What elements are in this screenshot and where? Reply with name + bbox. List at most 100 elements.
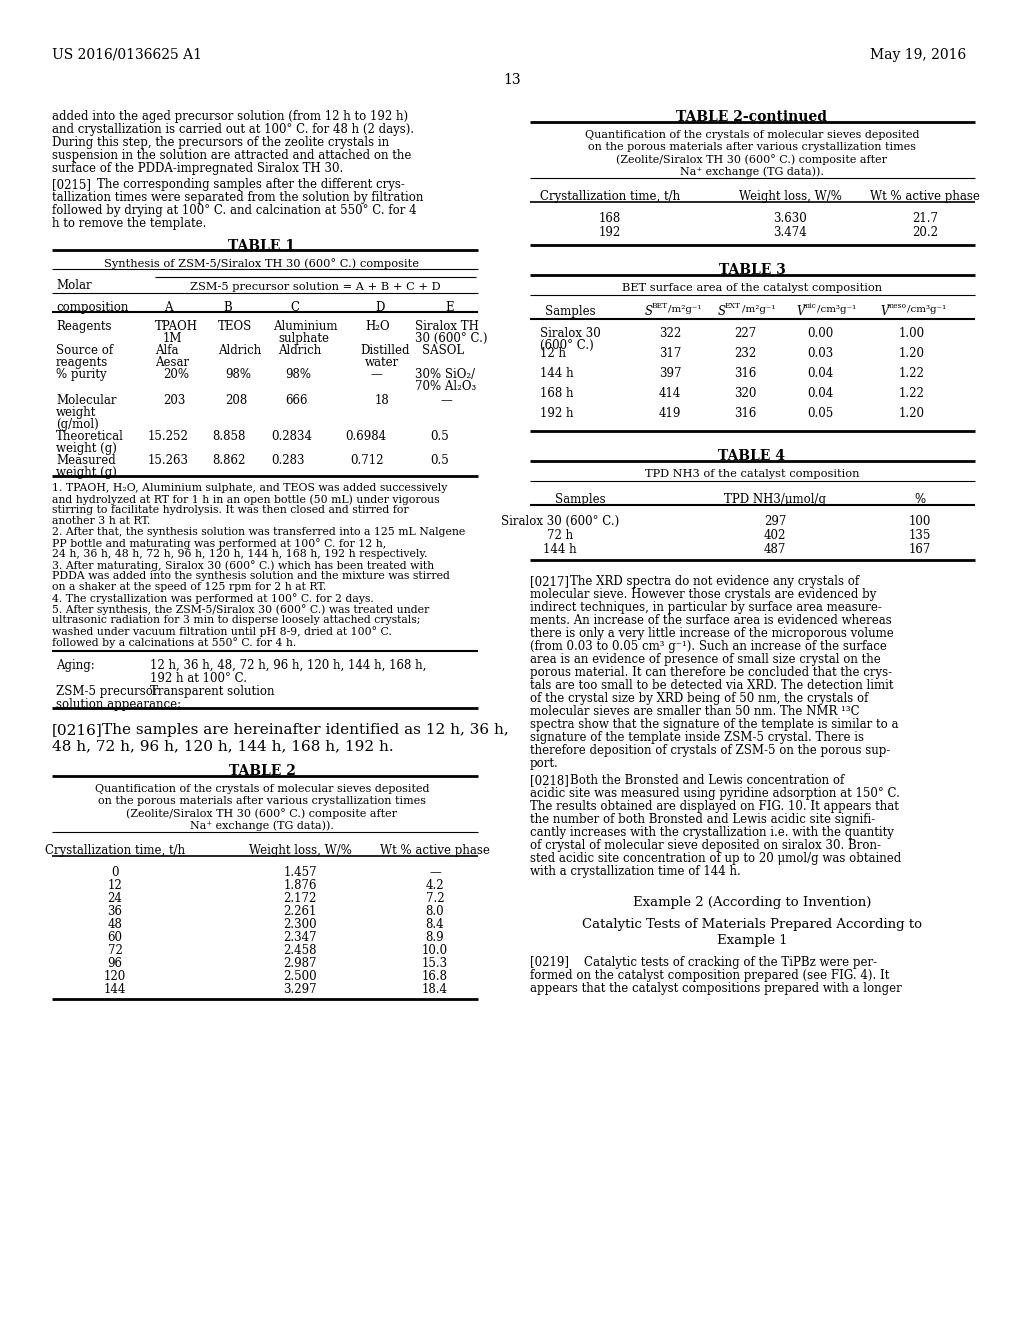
Text: 8.9: 8.9 bbox=[426, 931, 444, 944]
Text: molecular sieve. However those crystals are evidenced by: molecular sieve. However those crystals … bbox=[530, 587, 877, 601]
Text: 320: 320 bbox=[734, 387, 756, 400]
Text: 18: 18 bbox=[375, 393, 390, 407]
Text: Crystallization time, t/h: Crystallization time, t/h bbox=[540, 190, 680, 203]
Text: 0.04: 0.04 bbox=[807, 387, 834, 400]
Text: TPD NH3 of the catalyst composition: TPD NH3 of the catalyst composition bbox=[645, 469, 859, 479]
Text: H₂O: H₂O bbox=[365, 319, 389, 333]
Text: 232: 232 bbox=[734, 347, 756, 360]
Text: 15.252: 15.252 bbox=[148, 430, 188, 444]
Text: Siralox 30: Siralox 30 bbox=[540, 327, 601, 341]
Text: %: % bbox=[914, 492, 926, 506]
Text: 316: 316 bbox=[734, 367, 756, 380]
Text: 5. After synthesis, the ZSM-5/Siralox 30 (600° C.) was treated under: 5. After synthesis, the ZSM-5/Siralox 30… bbox=[52, 605, 429, 615]
Text: 135: 135 bbox=[909, 529, 931, 543]
Text: port.: port. bbox=[530, 756, 559, 770]
Text: 18.4: 18.4 bbox=[422, 983, 449, 997]
Text: TABLE 2-continued: TABLE 2-continued bbox=[677, 110, 827, 124]
Text: 1.20: 1.20 bbox=[899, 347, 925, 360]
Text: —: — bbox=[429, 866, 441, 879]
Text: the number of both Bronsted and Lewis acidic site signifi-: the number of both Bronsted and Lewis ac… bbox=[530, 813, 876, 826]
Text: SASOL: SASOL bbox=[422, 345, 464, 356]
Text: 419: 419 bbox=[658, 407, 681, 420]
Text: 2.172: 2.172 bbox=[284, 892, 316, 906]
Text: 0.04: 0.04 bbox=[807, 367, 834, 380]
Text: Distilled: Distilled bbox=[360, 345, 410, 356]
Text: The corresponding samples after the different crys-: The corresponding samples after the diff… bbox=[97, 178, 404, 191]
Text: and hydrolyzed at RT for 1 h in an open bottle (50 mL) under vigorous: and hydrolyzed at RT for 1 h in an open … bbox=[52, 494, 439, 504]
Text: 0.5: 0.5 bbox=[430, 430, 449, 444]
Text: acidic site was measured using pyridine adsorption at 150° C.: acidic site was measured using pyridine … bbox=[530, 787, 900, 800]
Text: The samples are hereinafter identified as 12 h, 36 h,: The samples are hereinafter identified a… bbox=[102, 723, 509, 737]
Text: Reagents: Reagents bbox=[56, 319, 112, 333]
Text: [0219]    Catalytic tests of cracking of the TiPBz were per-: [0219] Catalytic tests of cracking of th… bbox=[530, 956, 878, 969]
Text: 20%: 20% bbox=[163, 368, 189, 381]
Text: 0.5: 0.5 bbox=[430, 454, 449, 467]
Text: S: S bbox=[718, 305, 726, 318]
Text: 1M: 1M bbox=[163, 333, 182, 345]
Text: Measured: Measured bbox=[56, 454, 116, 467]
Text: Samples: Samples bbox=[555, 492, 605, 506]
Text: 24 h, 36 h, 48 h, 72 h, 96 h, 120 h, 144 h, 168 h, 192 h respectively.: 24 h, 36 h, 48 h, 72 h, 96 h, 120 h, 144… bbox=[52, 549, 427, 558]
Text: PDDA was added into the synthesis solution and the mixture was stirred: PDDA was added into the synthesis soluti… bbox=[52, 572, 450, 581]
Text: 2.500: 2.500 bbox=[284, 970, 316, 983]
Text: TABLE 2: TABLE 2 bbox=[228, 764, 296, 777]
Text: 317: 317 bbox=[658, 347, 681, 360]
Text: Siralox TH: Siralox TH bbox=[415, 319, 479, 333]
Text: 96: 96 bbox=[108, 957, 123, 970]
Text: (from 0.03 to 0.05 cm³ g⁻¹). Such an increase of the surface: (from 0.03 to 0.05 cm³ g⁻¹). Such an inc… bbox=[530, 640, 887, 653]
Text: ultrasonic radiation for 3 min to disperse loosely attached crystals;: ultrasonic radiation for 3 min to disper… bbox=[52, 615, 421, 624]
Text: 24: 24 bbox=[108, 892, 123, 906]
Text: Samples: Samples bbox=[545, 305, 596, 318]
Text: sted acidic site concentration of up to 20 μmol/g was obtained: sted acidic site concentration of up to … bbox=[530, 851, 901, 865]
Text: solution appearance:: solution appearance: bbox=[56, 698, 181, 711]
Text: of the crystal size by XRD being of 50 nm, the crystals of: of the crystal size by XRD being of 50 n… bbox=[530, 692, 868, 705]
Text: 4.2: 4.2 bbox=[426, 879, 444, 892]
Text: Na⁺ exchange (TG data)).: Na⁺ exchange (TG data)). bbox=[680, 166, 824, 177]
Text: 168 h: 168 h bbox=[540, 387, 573, 400]
Text: 397: 397 bbox=[658, 367, 681, 380]
Text: —: — bbox=[370, 368, 382, 381]
Text: 1.876: 1.876 bbox=[284, 879, 316, 892]
Text: Quantification of the crystals of molecular sieves deposited: Quantification of the crystals of molecu… bbox=[95, 784, 429, 795]
Text: 16.8: 16.8 bbox=[422, 970, 449, 983]
Text: Molecular: Molecular bbox=[56, 393, 117, 407]
Text: E: E bbox=[445, 301, 455, 314]
Text: Aldrich: Aldrich bbox=[278, 345, 322, 356]
Text: 1.22: 1.22 bbox=[899, 387, 925, 400]
Text: 8.4: 8.4 bbox=[426, 917, 444, 931]
Text: A: A bbox=[164, 301, 172, 314]
Text: (Zeolite/Siralox TH 30 (600° C.) composite after: (Zeolite/Siralox TH 30 (600° C.) composi… bbox=[127, 808, 397, 818]
Text: TPD NH3/μmol/g: TPD NH3/μmol/g bbox=[724, 492, 826, 506]
Text: 72: 72 bbox=[108, 944, 123, 957]
Text: US 2016/0136625 A1: US 2016/0136625 A1 bbox=[52, 48, 202, 62]
Text: /m²g⁻¹: /m²g⁻¹ bbox=[742, 305, 775, 314]
Text: 12: 12 bbox=[108, 879, 123, 892]
Text: indirect techniques, in particular by surface area measure-: indirect techniques, in particular by su… bbox=[530, 601, 882, 614]
Text: /cm³g⁻¹: /cm³g⁻¹ bbox=[817, 305, 856, 314]
Text: % purity: % purity bbox=[56, 368, 106, 381]
Text: PP bottle and maturating was performed at 100° C. for 12 h,: PP bottle and maturating was performed a… bbox=[52, 539, 386, 549]
Text: Quantification of the crystals of molecular sieves deposited: Quantification of the crystals of molecu… bbox=[585, 129, 920, 140]
Text: 8.858: 8.858 bbox=[212, 430, 246, 444]
Text: ZSM-5 precursor: ZSM-5 precursor bbox=[56, 685, 159, 698]
Text: The results obtained are displayed on FIG. 10. It appears that: The results obtained are displayed on FI… bbox=[530, 800, 899, 813]
Text: therefore deposition of crystals of ZSM-5 on the porous sup-: therefore deposition of crystals of ZSM-… bbox=[530, 744, 891, 756]
Text: 322: 322 bbox=[658, 327, 681, 341]
Text: h to remove the template.: h to remove the template. bbox=[52, 216, 207, 230]
Text: on the porous materials after various crystallization times: on the porous materials after various cr… bbox=[98, 796, 426, 807]
Text: 192 h at 100° C.: 192 h at 100° C. bbox=[150, 672, 247, 685]
Text: 1.00: 1.00 bbox=[899, 327, 925, 341]
Text: porous material. It can therefore be concluded that the crys-: porous material. It can therefore be con… bbox=[530, 667, 892, 678]
Text: 192: 192 bbox=[599, 226, 622, 239]
Text: 1.20: 1.20 bbox=[899, 407, 925, 420]
Text: 100: 100 bbox=[909, 515, 931, 528]
Text: 203: 203 bbox=[163, 393, 185, 407]
Text: Alfa: Alfa bbox=[155, 345, 178, 356]
Text: spectra show that the signature of the template is similar to a: spectra show that the signature of the t… bbox=[530, 718, 898, 731]
Text: Weight loss, W/%: Weight loss, W/% bbox=[249, 843, 351, 857]
Text: Aging:: Aging: bbox=[56, 659, 95, 672]
Text: area is an evidence of presence of small size crystal on the: area is an evidence of presence of small… bbox=[530, 653, 881, 667]
Text: Wt % active phase: Wt % active phase bbox=[380, 843, 489, 857]
Text: 4. The crystallization was performed at 100° C. for 2 days.: 4. The crystallization was performed at … bbox=[52, 593, 374, 603]
Text: 666: 666 bbox=[285, 393, 307, 407]
